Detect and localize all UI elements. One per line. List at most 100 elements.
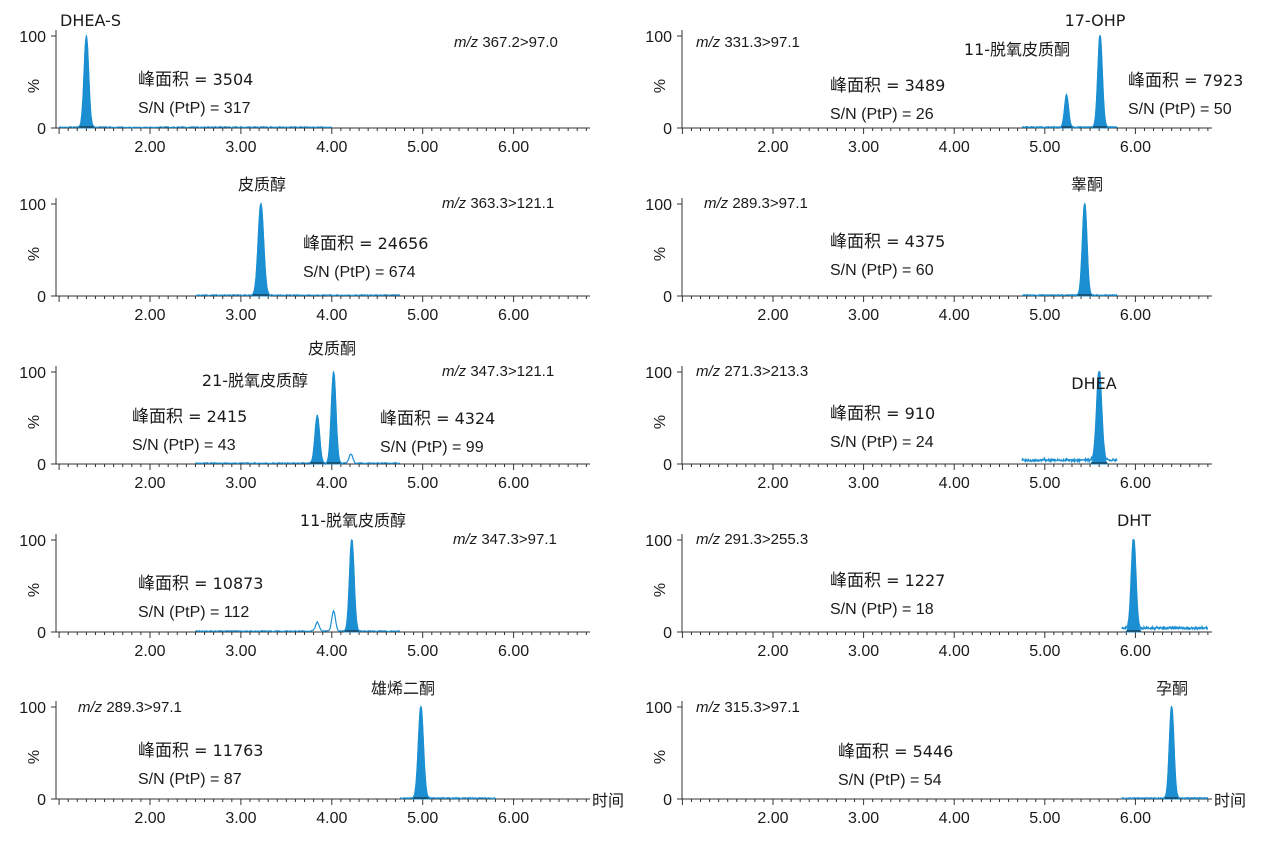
y-tick-label: 100 bbox=[645, 365, 672, 382]
x-tick-label: 4.00 bbox=[316, 810, 347, 827]
y-tick-label: 0 bbox=[37, 289, 46, 306]
x-tick-label: 4.00 bbox=[939, 139, 970, 156]
x-tick-label: 6.00 bbox=[498, 475, 529, 492]
x-axis-label: 时间 bbox=[1214, 791, 1246, 810]
y-tick-label: 0 bbox=[37, 457, 46, 474]
x-tick-label: 5.00 bbox=[407, 810, 438, 827]
peak-area-label: 峰面积 = 11763 bbox=[138, 741, 263, 761]
y-axis-label: % bbox=[26, 79, 43, 93]
peak-name-label: 皮质醇 bbox=[238, 175, 286, 194]
chromatogram-panel-right-3: 2.00 3.00 4.00 5.00 6.00 100 0% m/z 271.3>213.3… bbox=[645, 363, 1212, 492]
chromatogram-trace bbox=[399, 706, 496, 800]
peak-area bbox=[412, 705, 430, 800]
x-axis-label: 时间 bbox=[592, 791, 624, 810]
chromatogram-panel-right-1: 2.00 3.00 4.00 5.00 6.00 100 0% m/z 331.3>97.1 1… bbox=[645, 11, 1243, 156]
x-tick-label: 5.00 bbox=[407, 643, 438, 660]
y-tick-label: 0 bbox=[663, 625, 672, 642]
peak-area-label: 峰面积 = 24656 bbox=[303, 234, 428, 254]
x-tick-label: 5.00 bbox=[407, 475, 438, 492]
x-tick-label: 4.00 bbox=[939, 643, 970, 660]
transition-label: m/z 367.2>97.0 bbox=[454, 34, 558, 51]
y-axis-label: % bbox=[26, 583, 43, 597]
transition-label: m/z 289.3>97.1 bbox=[78, 699, 182, 716]
chromatogram-trace bbox=[58, 35, 332, 129]
x-tick-label: 5.00 bbox=[1029, 810, 1060, 827]
y-tick-label: 0 bbox=[37, 792, 46, 809]
x-tick-label: 2.00 bbox=[134, 643, 165, 660]
peak-name-label: 11-脱氧皮质醇 bbox=[300, 511, 406, 530]
x-tick-label: 3.00 bbox=[848, 475, 879, 492]
transition-label: m/z 289.3>97.1 bbox=[704, 195, 808, 212]
x-tick-label: 4.00 bbox=[316, 475, 347, 492]
x-tick-label: 6.00 bbox=[1120, 810, 1151, 827]
x-tick-label: 3.00 bbox=[848, 307, 879, 324]
transition-label: m/z 347.3>121.1 bbox=[442, 363, 554, 380]
peak-name-label: 17-OHP bbox=[1065, 11, 1126, 30]
peak-name-label: 孕酮 bbox=[1156, 679, 1188, 698]
x-tick-label: 3.00 bbox=[225, 139, 256, 156]
peak-name-label: 睾酮 bbox=[1071, 175, 1103, 194]
peak-name-label: DHEA-S bbox=[60, 11, 121, 30]
x-tick-label: 6.00 bbox=[1120, 139, 1151, 156]
peak-area-label: 峰面积 = 1227 bbox=[830, 571, 945, 591]
chromatogram-trace bbox=[1121, 706, 1209, 801]
x-tick-label: 2.00 bbox=[134, 139, 165, 156]
x-tick-label: 4.00 bbox=[316, 307, 347, 324]
y-tick-label: 100 bbox=[645, 197, 672, 214]
signal-to-noise-label: S/N (PtP) = 50 bbox=[1128, 101, 1232, 118]
signal-to-noise-label: S/N (PtP) = 43 bbox=[132, 437, 236, 454]
transition-label: m/z 347.3>97.1 bbox=[453, 531, 557, 548]
peak-area-label: 峰面积 = 5446 bbox=[838, 742, 953, 762]
x-tick-label: 2.00 bbox=[134, 307, 165, 324]
x-tick-label: 5.00 bbox=[407, 307, 438, 324]
x-tick-label: 4.00 bbox=[939, 307, 970, 324]
y-tick-label: 0 bbox=[663, 792, 672, 809]
chromatogram-trace bbox=[195, 202, 401, 297]
x-tick-label: 2.00 bbox=[757, 307, 788, 324]
chromatogram-trace bbox=[195, 371, 401, 465]
y-tick-label: 0 bbox=[37, 625, 46, 642]
peak-area-label: 峰面积 = 3504 bbox=[138, 70, 253, 90]
transition-label: m/z 271.3>213.3 bbox=[696, 363, 808, 380]
chromatogram-panel-right-4: 2.00 3.00 4.00 5.00 6.00 100 0% m/z 291.3>255.3… bbox=[645, 511, 1212, 660]
y-tick-label: 100 bbox=[19, 533, 46, 550]
signal-to-noise-label: S/N (PtP) = 54 bbox=[838, 772, 942, 789]
transition-label: m/z 331.3>97.1 bbox=[696, 34, 800, 51]
signal-to-noise-label: S/N (PtP) = 26 bbox=[830, 106, 934, 123]
peak-name-label: DHEA bbox=[1071, 374, 1116, 393]
chromatogram-trace bbox=[1021, 371, 1118, 464]
y-tick-label: 0 bbox=[663, 457, 672, 474]
peak-area-label: 峰面积 = 4324 bbox=[380, 409, 495, 429]
peak-area bbox=[251, 202, 271, 297]
transition-label: m/z 363.3>121.1 bbox=[442, 195, 554, 212]
y-tick-label: 100 bbox=[19, 365, 46, 382]
chromatogram-trace bbox=[195, 539, 401, 633]
y-tick-label: 100 bbox=[19, 29, 46, 46]
x-tick-label: 2.00 bbox=[757, 139, 788, 156]
signal-to-noise-label: S/N (PtP) = 24 bbox=[830, 434, 934, 451]
y-tick-label: 100 bbox=[19, 197, 46, 214]
chromatogram-trace bbox=[1121, 539, 1209, 632]
x-tick-label: 5.00 bbox=[1029, 307, 1060, 324]
chromatogram-panel-left-1: 2.00 3.00 4.00 5.00 6.00 100 0% m/z 367.2>97.0 D… bbox=[19, 11, 590, 156]
chromatogram-panel-left-4: 2.00 3.00 4.00 5.00 6.00 100 0% m/z 347.3>97.1 1… bbox=[19, 511, 590, 660]
x-tick-label: 3.00 bbox=[225, 643, 256, 660]
signal-to-noise-label: S/N (PtP) = 18 bbox=[830, 601, 934, 618]
x-tick-label: 2.00 bbox=[757, 810, 788, 827]
x-tick-label: 4.00 bbox=[939, 475, 970, 492]
chromatogram-panel-left-3: 2.00 3.00 4.00 5.00 6.00 100 0% m/z 347.3>121.1… bbox=[19, 339, 590, 492]
peak-area-label: 峰面积 = 7923 bbox=[1128, 71, 1243, 91]
x-tick-label: 6.00 bbox=[498, 307, 529, 324]
x-tick-label: 6.00 bbox=[498, 643, 529, 660]
signal-to-noise-label: S/N (PtP) = 87 bbox=[138, 771, 242, 788]
signal-to-noise-label: S/N (PtP) = 674 bbox=[303, 264, 416, 281]
peak-area-label: 峰面积 = 2415 bbox=[132, 407, 247, 427]
signal-to-noise-label: S/N (PtP) = 60 bbox=[830, 262, 934, 279]
x-tick-label: 2.00 bbox=[757, 475, 788, 492]
x-tick-label: 3.00 bbox=[225, 475, 256, 492]
peak-name-label: DHT bbox=[1117, 511, 1151, 530]
x-tick-label: 4.00 bbox=[939, 810, 970, 827]
x-tick-label: 4.00 bbox=[316, 643, 347, 660]
y-tick-label: 100 bbox=[19, 700, 46, 717]
